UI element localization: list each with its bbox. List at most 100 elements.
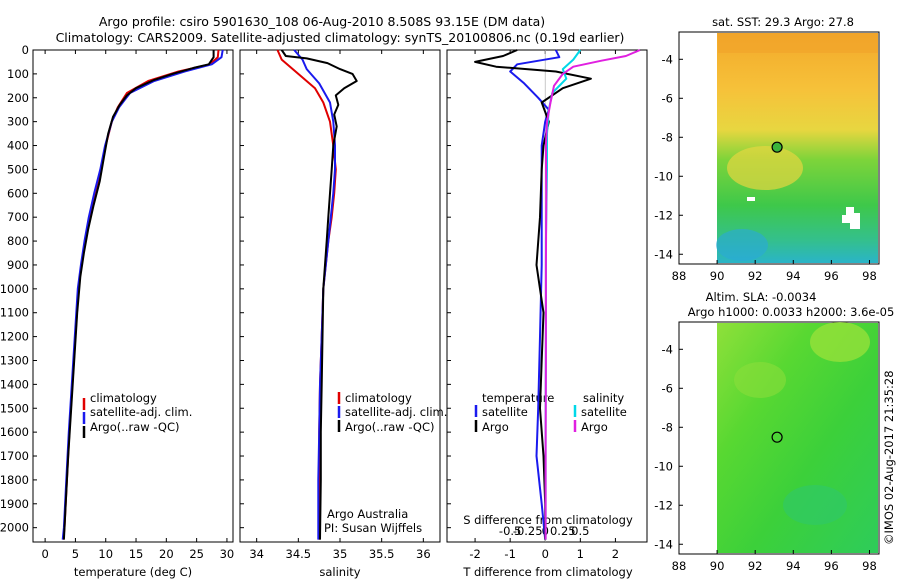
map-y-tick-label: -6 — [662, 91, 673, 105]
legend-argo-label: Argo(..raw -QC) — [345, 420, 435, 434]
y-tick-label: 1800 — [0, 473, 29, 487]
legend-t-satellite-label: satellite — [482, 405, 528, 419]
legend-argo-label: Argo(..raw -QC) — [90, 420, 180, 434]
map-y-tick-label: -6 — [662, 381, 673, 395]
map-x-tick-label: 98 — [862, 559, 877, 573]
temperature-xlabel: temperature (deg C) — [74, 565, 192, 579]
sla-map-low-patch — [783, 485, 847, 525]
x-tick-label: 0 — [41, 547, 48, 561]
x-tick-label: 30 — [220, 547, 235, 561]
temperature-axes — [32, 49, 234, 543]
map-x-tick-label: 94 — [786, 559, 801, 573]
x-tick-label: 34.5 — [286, 547, 312, 561]
map-y-tick-label: -12 — [654, 498, 673, 512]
x-tick-label: 0 — [542, 547, 549, 561]
x-tick-label: 35 — [333, 547, 348, 561]
y-tick-label: 1400 — [0, 377, 29, 391]
y-tick-label: 200 — [7, 91, 29, 105]
sst-map-warm-band — [718, 33, 878, 53]
legend-s-argo-label: Argo — [581, 420, 608, 434]
map-y-tick-label: -8 — [662, 420, 673, 434]
difference-xlabel-top: S difference from climatology — [463, 513, 633, 527]
sst-map-island — [842, 207, 860, 229]
x-tick-top-label: 0.25 — [550, 524, 576, 538]
y-tick-label: 600 — [7, 186, 29, 200]
series-line-satellite-adj-clim — [293, 49, 336, 540]
map-x-tick-label: 96 — [824, 269, 839, 283]
sla-map-high-patch — [810, 322, 870, 362]
argo-position-marker — [771, 141, 783, 153]
map-y-tick-label: -4 — [662, 52, 673, 66]
y-tick-label: 1700 — [0, 449, 29, 463]
legend-salinity-title: salinity — [583, 391, 624, 405]
y-tick-label: 500 — [7, 162, 29, 176]
map-x-tick-label: 98 — [862, 269, 877, 283]
legend-satellite-label: satellite-adj. clim. — [345, 405, 447, 419]
y-tick-label: 1500 — [0, 401, 29, 415]
legend-t-argo-label: Argo — [482, 420, 509, 434]
x-tick-label: 10 — [98, 547, 113, 561]
series-line-s-argo — [544, 49, 641, 540]
figure-title-line2: Climatology: CARS2009. Satellite-adjuste… — [56, 30, 625, 45]
y-tick-label: 1100 — [0, 306, 29, 320]
map-x-tick-label: 90 — [710, 559, 725, 573]
sla-map-high-patch-2 — [734, 362, 786, 398]
difference-xlabel: T difference from climatology — [462, 565, 633, 579]
y-tick-label: 800 — [7, 234, 29, 248]
y-tick-label: 100 — [7, 67, 29, 81]
sst-map-gap — [747, 197, 755, 201]
map-y-tick-label: -14 — [654, 537, 673, 551]
x-tick-label: 15 — [129, 547, 144, 561]
x-tick-label: 20 — [159, 547, 174, 561]
y-tick-label: 900 — [7, 258, 29, 272]
x-tick-top-label: -0.25 — [513, 524, 543, 538]
map-x-tick-label: 92 — [748, 269, 763, 283]
y-tick-label: 1600 — [0, 425, 29, 439]
map-y-tick-label: -4 — [662, 342, 673, 356]
x-tick-label: 1 — [577, 547, 584, 561]
legend-s-satellite-label: satellite — [581, 405, 627, 419]
y-tick-label: 1900 — [0, 497, 29, 511]
x-tick-label: -2 — [469, 547, 480, 561]
x-tick-label: 5 — [72, 547, 79, 561]
y-tick-label: 700 — [7, 210, 29, 224]
difference-panel: S difference from climatology T differen… — [446, 49, 648, 579]
x-tick-label: 35.5 — [369, 547, 395, 561]
sst-map-title: sat. SST: 29.3 Argo: 27.8 — [712, 15, 854, 29]
y-tick-label: 1300 — [0, 354, 29, 368]
annotation-argo-australia: Argo Australia — [327, 507, 408, 521]
map-x-tick-label: 88 — [672, 559, 687, 573]
series-line-argo-raw-qc — [280, 49, 358, 540]
legend-satellite-label: satellite-adj. clim. — [90, 405, 192, 419]
figure-title-line1: Argo profile: csiro 5901630_108 06-Aug-2… — [99, 14, 545, 29]
map-x-tick-label: 92 — [748, 559, 763, 573]
salinity-legend: climatology satellite-adj. clim. Argo(..… — [337, 391, 447, 434]
x-tick-label: 25 — [189, 547, 204, 561]
series-line-argo-raw-qc — [62, 50, 215, 540]
sst-map-cool-patch — [716, 229, 768, 261]
legend-temperature-title: temperature — [482, 391, 554, 405]
y-tick-label: 300 — [7, 115, 29, 129]
map-x-tick-label: 90 — [710, 269, 725, 283]
salinity-axes — [239, 49, 441, 543]
temperature-legend: climatology satellite-adj. clim. Argo(..… — [82, 391, 192, 438]
sla-map-title-line1: Altim. SLA: -0.0034 — [706, 290, 817, 304]
map-x-tick-label: 96 — [824, 559, 839, 573]
map-y-tick-label: -8 — [662, 130, 673, 144]
y-tick-label: 0 — [22, 43, 29, 57]
salinity-xlabel: salinity — [319, 565, 360, 579]
annotation-pi: PI: Susan Wijffels — [324, 521, 422, 535]
x-tick-label: 2 — [612, 547, 619, 561]
x-tick-label: 34 — [249, 547, 264, 561]
map-y-tick-label: -14 — [654, 247, 673, 261]
map-y-tick-label: -10 — [654, 459, 673, 473]
map-x-tick-label: 94 — [786, 269, 801, 283]
y-tick-label: 1200 — [0, 330, 29, 344]
imos-stamp: ©IMOS 02-Aug-2017 21:35:28 — [882, 370, 896, 545]
map-x-tick-label: 88 — [672, 269, 687, 283]
legend-climatology-label: climatology — [345, 391, 412, 405]
sla-map: Altim. SLA: -0.0034 Argo h1000: 0.0033 h… — [654, 290, 894, 573]
salinity-panel: salinity climatology satellite-adj. clim… — [239, 49, 447, 579]
y-tick-label: 400 — [7, 139, 29, 153]
